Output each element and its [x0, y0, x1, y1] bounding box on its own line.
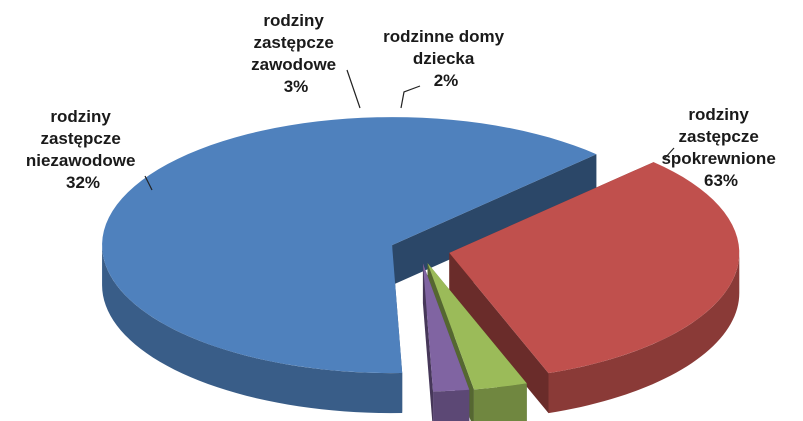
label-domy-line1: rodzinne domy	[383, 27, 504, 46]
label-domy: rodzinne domy dziecka 2%	[383, 27, 509, 90]
label-niezawodowe: rodziny zastępcze niezawodowe 32%	[26, 107, 140, 192]
label-niezawodowe-line2: zastępcze	[40, 129, 120, 148]
label-spokrewnione-percent: 63%	[704, 171, 738, 190]
leader-line-spokrewnione	[664, 147, 675, 159]
slice-domy-rim-1	[433, 389, 470, 421]
leader-lines	[144, 69, 675, 191]
slice-spokrewnione-cut-face-2	[392, 154, 597, 286]
label-zawodowe-line2: zastępcze	[253, 33, 333, 52]
slice-niezawodowe-rim-1	[548, 252, 740, 414]
label-zawodowe: rodziny zastępcze zawodowe 3%	[251, 11, 341, 96]
label-domy-line2: dziecka	[413, 49, 475, 68]
label-spokrewnione-line3: spokrewnione	[661, 149, 775, 168]
slice-zawodowe	[427, 263, 527, 390]
label-spokrewnione: rodziny zastępcze spokrewnione 63%	[661, 105, 780, 190]
slice-domy-cut-face-2	[422, 263, 434, 421]
label-niezawodowe-line3: niezawodowe	[26, 151, 136, 170]
pie-top-layer	[102, 117, 740, 392]
leader-line-domy	[400, 85, 421, 109]
label-zawodowe-line1: rodziny	[263, 11, 324, 30]
leader-line-niezawodowe	[144, 175, 153, 191]
label-niezawodowe-percent: 32%	[66, 173, 100, 192]
slice-domy	[422, 263, 470, 392]
slice-niezawodowe-cut-face-2	[449, 252, 549, 414]
slice-niezawodowe	[449, 162, 740, 374]
slice-zawodowe-rim-1	[473, 383, 527, 421]
slice-spokrewnione	[102, 117, 597, 374]
label-niezawodowe-line1: rodziny	[50, 107, 111, 126]
label-zawodowe-line3: zawodowe	[251, 55, 336, 74]
label-domy-percent: 2%	[434, 71, 459, 90]
label-zawodowe-percent: 3%	[284, 77, 309, 96]
slice-spokrewnione-rim-1	[102, 245, 403, 414]
label-spokrewnione-line1: rodziny	[688, 105, 749, 124]
leader-line-zawodowe	[346, 69, 361, 109]
label-spokrewnione-line2: zastępcze	[678, 127, 758, 146]
